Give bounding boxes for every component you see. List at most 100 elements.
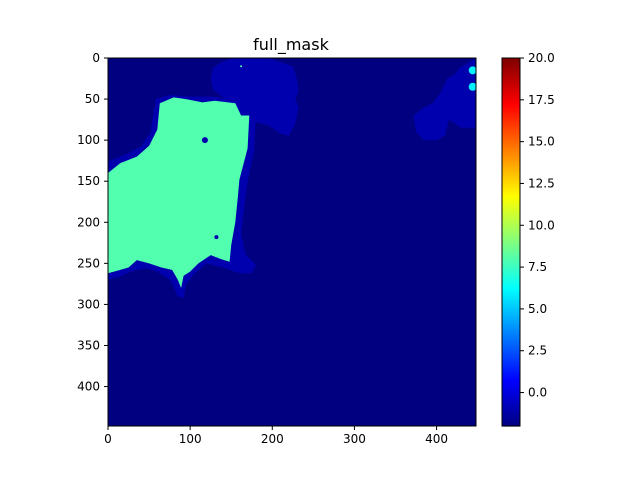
colorbar-step [502, 268, 520, 271]
colorbar-step [502, 178, 520, 181]
colorbar-step [502, 424, 520, 427]
colorbar-step [502, 390, 520, 393]
colorbar-step [502, 236, 520, 239]
colorbar-step [502, 312, 520, 315]
colorbar-step [502, 350, 520, 353]
colorbar-step [502, 348, 520, 351]
colorbar-step [502, 158, 520, 161]
colorbar-step [502, 168, 520, 171]
colorbar-step [502, 384, 520, 387]
colorbar-step [502, 214, 520, 217]
colorbar-step [502, 108, 520, 111]
colorbar-step [502, 286, 520, 289]
y-tick-label: 400 [77, 380, 100, 394]
colorbar-step [502, 262, 520, 265]
colorbar-step [502, 256, 520, 259]
colorbar-step [502, 220, 520, 223]
colorbar-step [502, 310, 520, 313]
colorbar-step [502, 332, 520, 335]
colorbar-step [502, 144, 520, 147]
colorbar-tick-label: 2.5 [528, 344, 547, 358]
colorbar-step [502, 206, 520, 209]
colorbar-step [502, 410, 520, 413]
colorbar-step [502, 318, 520, 321]
colorbar-step [502, 276, 520, 279]
colorbar-step [502, 194, 520, 197]
colorbar-step [502, 324, 520, 327]
colorbar-step [502, 176, 520, 179]
heatmap-cells [108, 58, 476, 426]
colorbar-step [502, 116, 520, 119]
colorbar-tick-label: 12.5 [528, 176, 555, 190]
colorbar-step [502, 80, 520, 83]
colorbar-step [502, 380, 520, 383]
colorbar-step [502, 166, 520, 169]
colorbar-step [502, 182, 520, 185]
colorbar-step [502, 240, 520, 243]
colorbar-step [502, 366, 520, 369]
colorbar-step [502, 284, 520, 287]
colorbar-step [502, 422, 520, 425]
colorbar-step [502, 222, 520, 225]
colorbar-step [502, 128, 520, 131]
colorbar-step [502, 98, 520, 101]
colorbar-step [502, 260, 520, 263]
colorbar-step [502, 82, 520, 85]
colorbar-step [502, 336, 520, 339]
colorbar-step [502, 264, 520, 267]
colorbar-tick-label: 10.0 [528, 218, 555, 232]
colorbar-step [502, 132, 520, 135]
colorbar-step [502, 328, 520, 331]
colorbar-step [502, 84, 520, 87]
colorbar-step [502, 316, 520, 319]
colorbar-step [502, 280, 520, 283]
colorbar-step [502, 96, 520, 99]
colorbar-step [502, 258, 520, 261]
colorbar-step [502, 110, 520, 113]
y-tick-label: 350 [77, 339, 100, 353]
colorbar-step [502, 346, 520, 349]
colorbar-step [502, 382, 520, 385]
colorbar-step [502, 66, 520, 69]
colorbar-step [502, 388, 520, 391]
colorbar-step [502, 94, 520, 97]
colorbar-step [502, 68, 520, 71]
colorbar-gradient [502, 58, 520, 427]
mask-region-right-blob-small [430, 90, 447, 128]
colorbar-step [502, 234, 520, 237]
colorbar-step [502, 254, 520, 257]
colorbar-step [502, 74, 520, 77]
colorbar-step [502, 270, 520, 273]
colorbar-step [502, 118, 520, 121]
colorbar-step [502, 386, 520, 389]
colorbar-step [502, 190, 520, 193]
colorbar-step [502, 370, 520, 373]
colorbar-step [502, 154, 520, 157]
colorbar-step [502, 356, 520, 359]
colorbar-step [502, 192, 520, 195]
colorbar-step [502, 164, 520, 167]
colorbar-step [502, 406, 520, 409]
x-tick-label: 200 [261, 432, 284, 446]
colorbar-step [502, 296, 520, 299]
colorbar-step [502, 172, 520, 175]
colorbar-step [502, 400, 520, 403]
colorbar-step [502, 278, 520, 281]
colorbar-step [502, 378, 520, 381]
colorbar-step [502, 134, 520, 137]
colorbar-step [502, 76, 520, 79]
colorbar-step [502, 292, 520, 295]
colorbar-step [502, 420, 520, 423]
colorbar-step [502, 396, 520, 399]
colorbar-step [502, 106, 520, 109]
colorbar-step [502, 226, 520, 229]
mask-region-main-region [108, 97, 250, 289]
colorbar-step [502, 320, 520, 323]
colorbar-step [502, 302, 520, 305]
colorbar-step [502, 244, 520, 247]
colorbar-step [502, 204, 520, 207]
colorbar-step [502, 274, 520, 277]
colorbar-step [502, 322, 520, 325]
colorbar-step [502, 174, 520, 177]
